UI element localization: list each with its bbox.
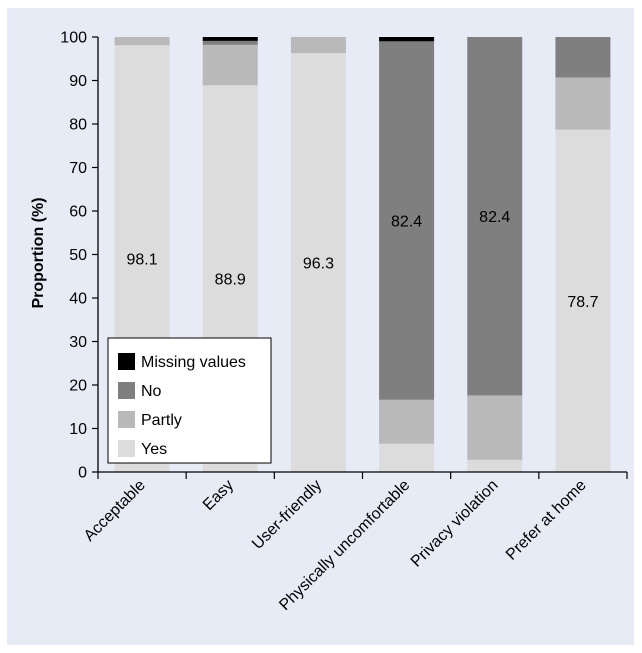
bar-privacy-violation-partly [467,395,523,460]
bar-acceptable-partly [114,37,170,46]
data-label-easy: 88.9 [215,272,246,289]
stacked-bar-chart: 0 10 20 30 40 50 60 70 80 90 100 Acceptable Easy User… [30,30,628,614]
bar-physically-uncomfortable-no [379,41,435,400]
y-tick-label: 80 [69,117,87,134]
data-label-acceptable: 98.1 [127,252,158,269]
data-label-physically-uncomfortable: 82.4 [391,214,422,231]
x-tick-label-privacy-violation: Privacy violation [408,477,502,571]
bar-physically-uncomfortable-partly [379,399,435,444]
data-label-prefer-at-home: 78.7 [567,294,598,311]
legend-label-yes: Yes [141,441,167,458]
bar-privacy-violation-no [467,37,523,396]
bar-prefer-at-home-yes [555,129,611,472]
y-tick-label: 30 [69,334,87,351]
legend-label-missing-values: Missing values [141,354,246,371]
bar-easy-missing-values [202,37,258,41]
legend-box [107,337,272,464]
legend-swatch-partly [118,411,135,428]
bar-physically-uncomfortable-missing-values [379,37,435,42]
bar-prefer-at-home-no [555,37,611,78]
data-labels-layer: 98.1 88.9 96.3 82.4 82.4 78.7 [127,209,599,311]
x-tick-label-prefer-at-home: Prefer at home [503,477,590,564]
legend-swatch-missing-values [118,353,135,370]
bar-prefer-at-home-partly [555,77,611,130]
y-tick-label: 50 [69,247,87,264]
bar-easy-partly [202,44,258,86]
x-tick-label-acceptable: Acceptable [81,477,149,545]
legend-swatch-no [118,382,135,399]
y-tick-label: 70 [69,160,87,177]
bar-easy-no [202,40,258,45]
x-tick-label-user-friendly: User-friendly [249,477,325,553]
y-tick-label: 100 [60,30,87,47]
legend: Missing values No Partly Yes [107,337,272,464]
y-tick-label: 40 [69,291,87,308]
bar-privacy-violation-yes [467,459,523,472]
chart-panel: 0 10 20 30 40 50 60 70 80 90 100 Acceptable Easy User… [7,8,634,645]
y-tick-label: 60 [69,204,87,221]
y-tick-label: 90 [69,73,87,90]
legend-swatch-yes [118,440,135,457]
x-tick-label-easy: Easy [200,477,237,514]
legend-label-partly: Partly [141,412,182,429]
y-tick-label: 10 [69,421,87,438]
y-tick-label: 0 [78,465,87,482]
y-axis-label: Proportion (%) [30,197,47,308]
bar-user-friendly-yes [290,53,346,472]
bar-user-friendly-partly [290,37,346,54]
legend-label-no: No [141,383,162,400]
bar-physically-uncomfortable-yes [379,443,435,472]
data-label-user-friendly: 96.3 [303,256,334,273]
y-tick-label: 20 [69,378,87,395]
data-label-privacy-violation: 82.4 [479,209,510,226]
